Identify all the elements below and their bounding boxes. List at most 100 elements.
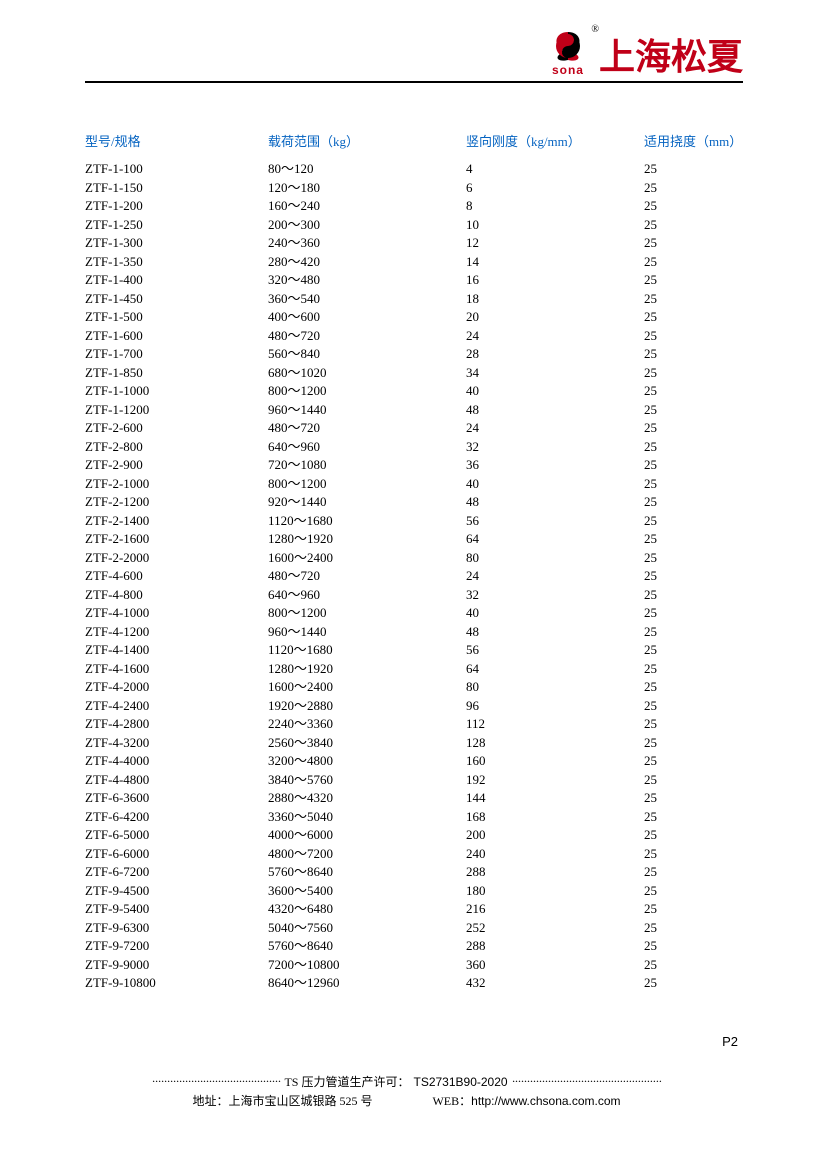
table-cell: 3600～5400 <box>268 882 466 901</box>
table-cell: 14 <box>466 253 644 272</box>
table-cell: 80～120 <box>268 160 466 179</box>
table-cell: 25 <box>644 382 743 401</box>
table-cell: ZTF-6-4200 <box>85 808 268 827</box>
table-row: ZTF-6-50004000～600020025 <box>85 826 743 845</box>
table-cell: 25 <box>644 345 743 364</box>
table-cell: 400～600 <box>268 308 466 327</box>
table-cell: ZTF-4-1600 <box>85 660 268 679</box>
table-cell: 25 <box>644 475 743 494</box>
table-row: ZTF-4-800640～9603225 <box>85 586 743 605</box>
table-cell: ZTF-4-3200 <box>85 734 268 753</box>
table-cell: 25 <box>644 308 743 327</box>
table-cell: 56 <box>466 641 644 660</box>
table-row: ZTF-1-250200～3001025 <box>85 216 743 235</box>
table-cell: ZTF-1-850 <box>85 364 268 383</box>
table-cell: ZTF-9-5400 <box>85 900 268 919</box>
table-cell: 192 <box>466 771 644 790</box>
table-cell: 40 <box>466 382 644 401</box>
page-header: ® sona 上海松夏 <box>85 30 743 83</box>
table-cell: 25 <box>644 715 743 734</box>
table-cell: 25 <box>644 549 743 568</box>
table-cell: 920～1440 <box>268 493 466 512</box>
table-cell: 20 <box>466 308 644 327</box>
table-cell: ZTF-9-6300 <box>85 919 268 938</box>
table-cell: 640～960 <box>268 438 466 457</box>
table-cell: 2240～3360 <box>268 715 466 734</box>
table-row: ZTF-1-1000800～12004025 <box>85 382 743 401</box>
table-cell: 25 <box>644 641 743 660</box>
table-row: ZTF-4-28002240～336011225 <box>85 715 743 734</box>
table-cell: 3840～5760 <box>268 771 466 790</box>
table-cell: ZTF-6-3600 <box>85 789 268 808</box>
table-cell: 112 <box>466 715 644 734</box>
table-cell: 1920～2880 <box>268 697 466 716</box>
table-body: ZTF-1-10080～120425ZTF-1-150120～180625ZTF… <box>85 160 743 993</box>
registered-mark: ® <box>591 24 599 35</box>
table-cell: ZTF-2-600 <box>85 419 268 438</box>
table-row: ZTF-1-500400～6002025 <box>85 308 743 327</box>
sona-logo-icon <box>548 30 588 62</box>
table-cell: 1600～2400 <box>268 678 466 697</box>
table-cell: 24 <box>466 419 644 438</box>
table-cell: 64 <box>466 660 644 679</box>
table-row: ZTF-6-42003360～504016825 <box>85 808 743 827</box>
table-cell: 32 <box>466 438 644 457</box>
page-footer: ········································… <box>0 1073 813 1109</box>
table-cell: 560～840 <box>268 345 466 364</box>
table-cell: 25 <box>644 623 743 642</box>
table-cell: ZTF-6-5000 <box>85 826 268 845</box>
table-header-row: 型号/规格 载荷范围（kg） 竖向刚度（kg/mm） 适用挠度（mm） <box>85 131 743 150</box>
table-cell: ZTF-2-900 <box>85 456 268 475</box>
table-cell: 24 <box>466 567 644 586</box>
spec-table: 型号/规格 载荷范围（kg） 竖向刚度（kg/mm） 适用挠度（mm） ZTF-… <box>85 131 743 993</box>
table-cell: 25 <box>644 327 743 346</box>
table-row: ZTF-4-14001120～16805625 <box>85 641 743 660</box>
table-cell: 25 <box>644 974 743 993</box>
table-cell: 25 <box>644 271 743 290</box>
page-num-value: 2 <box>731 1034 738 1049</box>
table-row: ZTF-1-10080～120425 <box>85 160 743 179</box>
table-cell: ZTF-1-1200 <box>85 401 268 420</box>
license-prefix: TS 压力管道生产许可： <box>284 1073 409 1090</box>
col-header-model: 型号/规格 <box>85 131 268 150</box>
document-page: ® sona 上海松夏 型号/规格 载荷范围（kg） 竖向刚度（kg/mm） 适… <box>0 0 813 1149</box>
table-cell: ZTF-1-350 <box>85 253 268 272</box>
table-cell: 4 <box>466 160 644 179</box>
table-cell: ZTF-4-1200 <box>85 623 268 642</box>
footer-line-2: 地址：上海市宝山区城银路 525 号 WEB：http://www.chsona… <box>0 1092 813 1109</box>
table-cell: ZTF-1-100 <box>85 160 268 179</box>
table-row: ZTF-4-40003200～480016025 <box>85 752 743 771</box>
table-cell: 288 <box>466 937 644 956</box>
table-cell: ZTF-1-300 <box>85 234 268 253</box>
table-cell: ZTF-1-150 <box>85 179 268 198</box>
table-cell: ZTF-9-9000 <box>85 956 268 975</box>
table-cell: 25 <box>644 438 743 457</box>
brand-block: ® sona 上海松夏 <box>543 30 743 77</box>
table-cell: 25 <box>644 697 743 716</box>
table-cell: 4800～7200 <box>268 845 466 864</box>
table-row: ZTF-4-32002560～384012825 <box>85 734 743 753</box>
table-cell: 720～1080 <box>268 456 466 475</box>
license-number: TS2731B90-2020 <box>413 1075 507 1089</box>
table-cell: 800～1200 <box>268 382 466 401</box>
table-row: ZTF-1-150120～180625 <box>85 179 743 198</box>
table-cell: 240～360 <box>268 234 466 253</box>
table-cell: 25 <box>644 845 743 864</box>
table-cell: 5040～7560 <box>268 919 466 938</box>
table-cell: 8 <box>466 197 644 216</box>
table-cell: 28 <box>466 345 644 364</box>
table-cell: 200 <box>466 826 644 845</box>
table-cell: 25 <box>644 771 743 790</box>
table-cell: ZTF-4-1400 <box>85 641 268 660</box>
table-cell: 25 <box>644 160 743 179</box>
table-cell: 4000～6000 <box>268 826 466 845</box>
table-cell: 25 <box>644 530 743 549</box>
table-row: ZTF-2-900720～10803625 <box>85 456 743 475</box>
table-cell: 25 <box>644 197 743 216</box>
table-cell: ZTF-4-800 <box>85 586 268 605</box>
table-cell: 960～1440 <box>268 401 466 420</box>
dots-left: ········································… <box>152 1074 281 1089</box>
table-cell: 280～420 <box>268 253 466 272</box>
table-cell: 48 <box>466 623 644 642</box>
web-block: WEB：http://www.chsona.com.com <box>432 1092 620 1109</box>
